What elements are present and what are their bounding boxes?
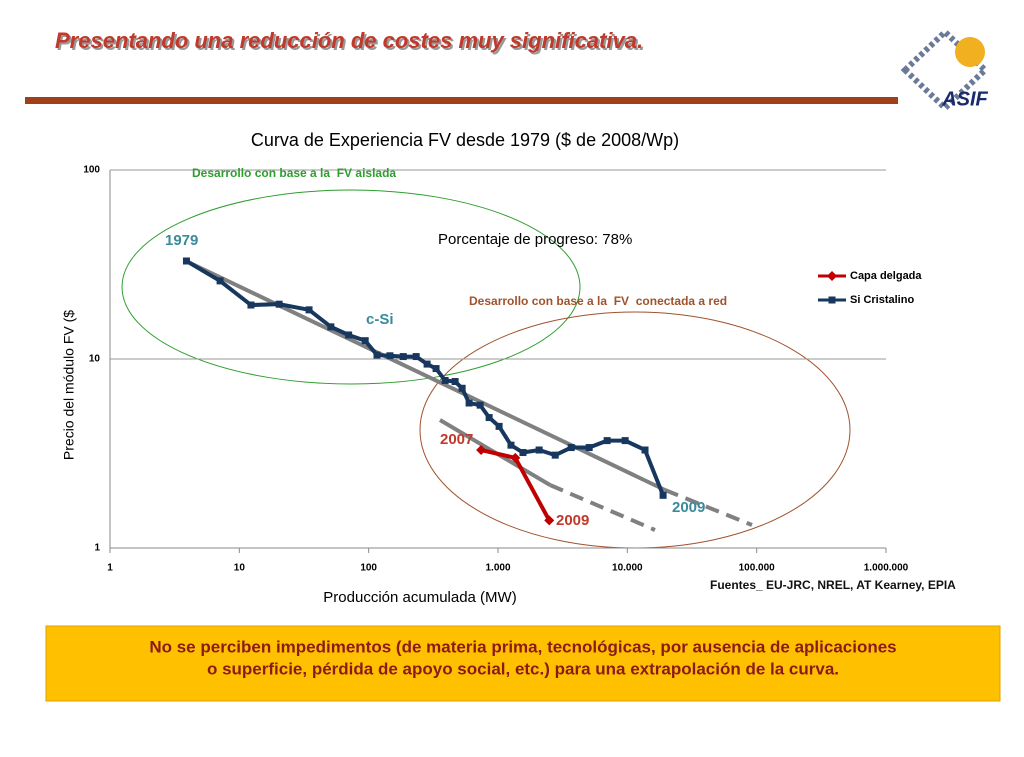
point: [535, 446, 543, 454]
point: [495, 422, 503, 430]
annotation: 2007: [440, 431, 473, 448]
point: [412, 353, 420, 361]
point: [519, 449, 527, 457]
note-line: No se perciben impedimentos (de materia …: [149, 637, 896, 656]
annotation: c-Si: [366, 311, 394, 328]
point: [544, 515, 555, 526]
note-box: [45, 625, 1001, 702]
legend-label: Si Cristalino: [850, 294, 914, 306]
x-tick-label: 1.000.000: [864, 563, 909, 574]
point: [441, 376, 449, 384]
point: [386, 352, 394, 360]
point: [585, 444, 593, 452]
point: [305, 306, 313, 314]
annotation: Desarrollo con base a la FV aislada: [192, 166, 396, 180]
point: [182, 257, 190, 265]
point: [621, 437, 629, 445]
point: [216, 277, 224, 285]
point: [275, 300, 283, 308]
annotation: 2009: [672, 499, 705, 516]
logo: ASIF: [900, 27, 990, 113]
annotation: 2009: [556, 512, 589, 529]
annotation: 1979: [165, 232, 198, 249]
point: [345, 331, 353, 339]
point: [641, 446, 649, 454]
point: [399, 353, 407, 361]
annotation: Desarrollo con base a la FV conectada a …: [469, 294, 727, 308]
point: [458, 384, 466, 392]
legend-marker: [827, 271, 837, 281]
point: [361, 337, 369, 345]
point: [327, 323, 335, 331]
chart-title: Curva de Experiencia FV desde 1979 ($ de…: [251, 130, 679, 150]
point: [485, 414, 493, 422]
point: [567, 444, 575, 452]
source: Fuentes_ EU-JRC, NREL, AT Kearney, EPIA: [710, 578, 956, 592]
point: [423, 360, 431, 368]
point: [373, 351, 381, 359]
x-tick-label: 100.000: [739, 563, 776, 574]
point: [247, 301, 255, 309]
x-tick-label: 10: [234, 563, 246, 574]
point: [510, 452, 521, 463]
logo-text: ASIF: [941, 88, 988, 110]
point: [507, 441, 515, 449]
x-axis-label: Producción acumulada (MW): [323, 589, 516, 606]
title-bar: [25, 97, 898, 104]
x-tick-label: 1.000: [485, 563, 510, 574]
point: [551, 451, 559, 459]
ellipse-isolated: [121, 189, 581, 385]
note-line: o superficie, pérdida de apoyo social, e…: [207, 659, 839, 678]
y-tick-label: 100: [83, 165, 100, 176]
slide-title: Presentando una reducción de costes muy …: [55, 28, 643, 53]
title-shadow: Presentando una reducción de costes muy …: [57, 30, 645, 55]
point: [432, 365, 440, 373]
x-tick-label: 1: [107, 563, 113, 574]
legend-marker: [828, 296, 836, 304]
y-axis-label: Precio del módulo FV ($: [61, 310, 77, 460]
y-tick-label: 10: [89, 354, 101, 365]
ellipse-grid: [419, 311, 851, 549]
point: [659, 491, 667, 499]
legend-label: Capa delgada: [850, 270, 922, 282]
x-tick-label: 10.000: [612, 563, 643, 574]
point: [603, 437, 611, 445]
x-tick-label: 100: [360, 563, 377, 574]
point: [465, 399, 473, 407]
point: [476, 401, 484, 409]
point: [476, 445, 487, 456]
y-tick-label: 1: [94, 543, 100, 554]
point: [451, 378, 459, 386]
annotation: Porcentaje de progreso: 78%: [438, 231, 632, 248]
